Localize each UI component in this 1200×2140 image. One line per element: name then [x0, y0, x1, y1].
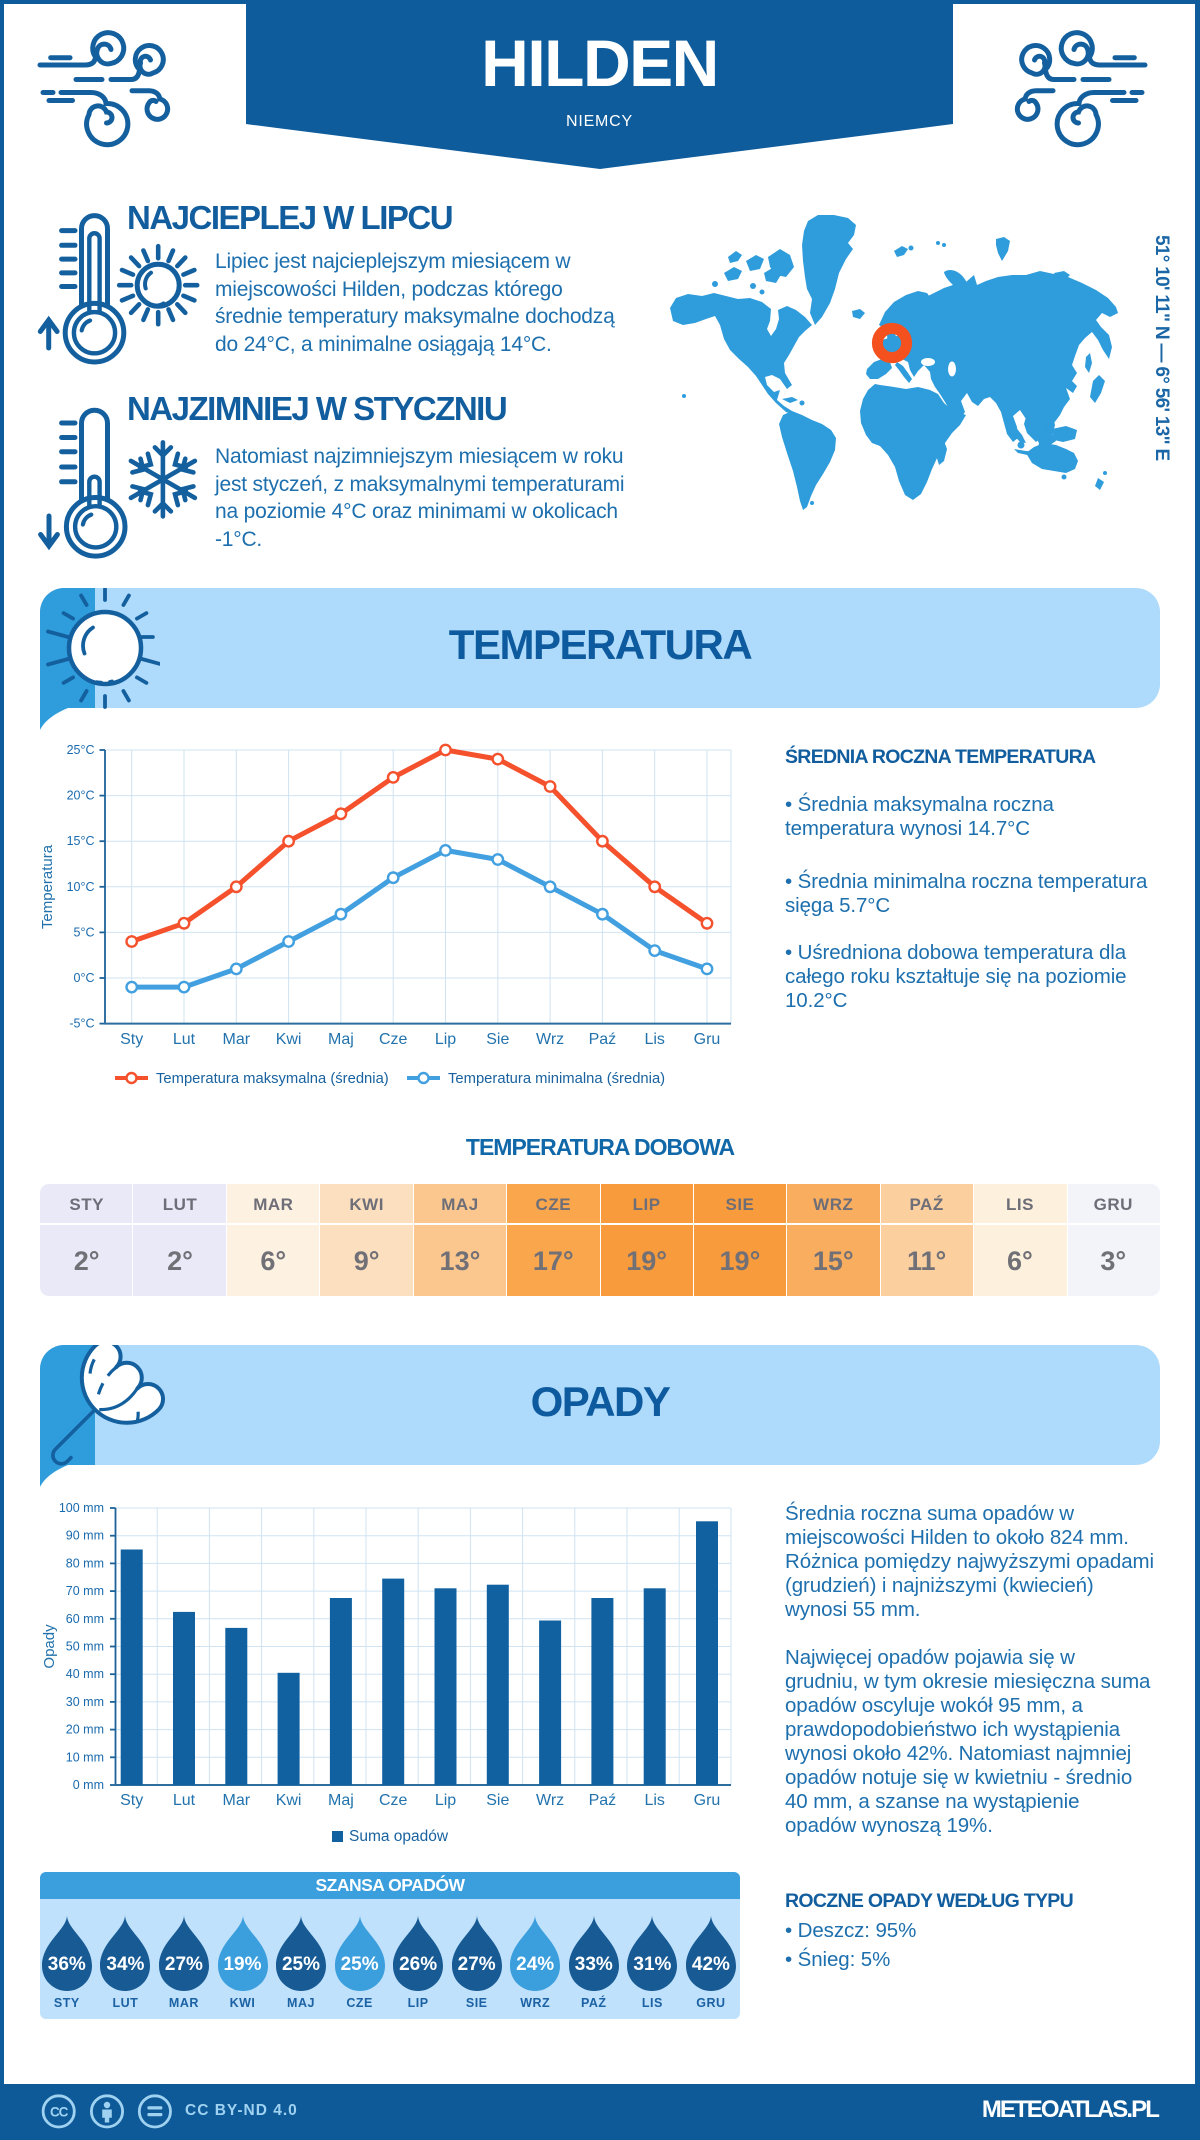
svg-text:Lis: Lis	[644, 1792, 664, 1809]
svg-text:60 mm: 60 mm	[66, 1612, 104, 1626]
svg-text:Lis: Lis	[644, 1031, 664, 1048]
svg-text:Mar: Mar	[223, 1031, 251, 1048]
svg-text:Mar: Mar	[223, 1792, 251, 1809]
svg-text:40 mm: 40 mm	[66, 1667, 104, 1681]
svg-text:Lip: Lip	[435, 1031, 456, 1048]
svg-text:Cze: Cze	[379, 1031, 408, 1048]
svg-text:Lut: Lut	[173, 1792, 196, 1809]
svg-text:10°C: 10°C	[67, 880, 95, 894]
svg-text:80 mm: 80 mm	[66, 1556, 104, 1570]
svg-text:Temperatura minimalna (średnia: Temperatura minimalna (średnia)	[448, 1071, 665, 1087]
svg-text:0 mm: 0 mm	[73, 1778, 104, 1792]
svg-text:15°C: 15°C	[67, 834, 95, 848]
svg-text:Maj: Maj	[328, 1031, 354, 1048]
svg-text:Paź: Paź	[589, 1031, 617, 1048]
svg-text:Kwi: Kwi	[276, 1792, 302, 1809]
svg-text:0°C: 0°C	[74, 971, 95, 985]
svg-text:100 mm: 100 mm	[59, 1501, 104, 1515]
svg-text:Sty: Sty	[120, 1031, 143, 1048]
svg-text:Temperatura maksymalna (średni: Temperatura maksymalna (średnia)	[156, 1071, 389, 1087]
svg-text:Sie: Sie	[486, 1031, 509, 1048]
svg-text:Temperatura: Temperatura	[39, 844, 56, 929]
svg-text:30 mm: 30 mm	[66, 1695, 104, 1709]
svg-text:Maj: Maj	[328, 1792, 354, 1809]
svg-text:Wrz: Wrz	[536, 1031, 564, 1048]
svg-text:20°C: 20°C	[67, 789, 95, 803]
svg-text:CC: CC	[50, 2104, 69, 2119]
svg-text:10 mm: 10 mm	[66, 1750, 104, 1764]
svg-text:90 mm: 90 mm	[66, 1529, 104, 1543]
svg-text:Wrz: Wrz	[536, 1792, 564, 1809]
svg-text:50 mm: 50 mm	[66, 1640, 104, 1654]
svg-text:Kwi: Kwi	[276, 1031, 302, 1048]
svg-text:Gru: Gru	[694, 1031, 721, 1048]
svg-text:Sty: Sty	[120, 1792, 143, 1809]
svg-text:25°C: 25°C	[67, 743, 95, 757]
svg-text:-5°C: -5°C	[69, 1017, 94, 1031]
svg-text:Opady: Opady	[41, 1624, 58, 1669]
svg-text:Lip: Lip	[435, 1792, 456, 1809]
svg-text:Cze: Cze	[379, 1792, 408, 1809]
svg-text:Gru: Gru	[694, 1792, 721, 1809]
svg-text:5°C: 5°C	[74, 925, 95, 939]
svg-text:Suma opadów: Suma opadów	[349, 1828, 449, 1845]
svg-text:20 mm: 20 mm	[66, 1723, 104, 1737]
svg-text:Paź: Paź	[589, 1792, 617, 1809]
svg-text:70 mm: 70 mm	[66, 1584, 104, 1598]
svg-text:Lut: Lut	[173, 1031, 196, 1048]
svg-text:Sie: Sie	[486, 1792, 509, 1809]
